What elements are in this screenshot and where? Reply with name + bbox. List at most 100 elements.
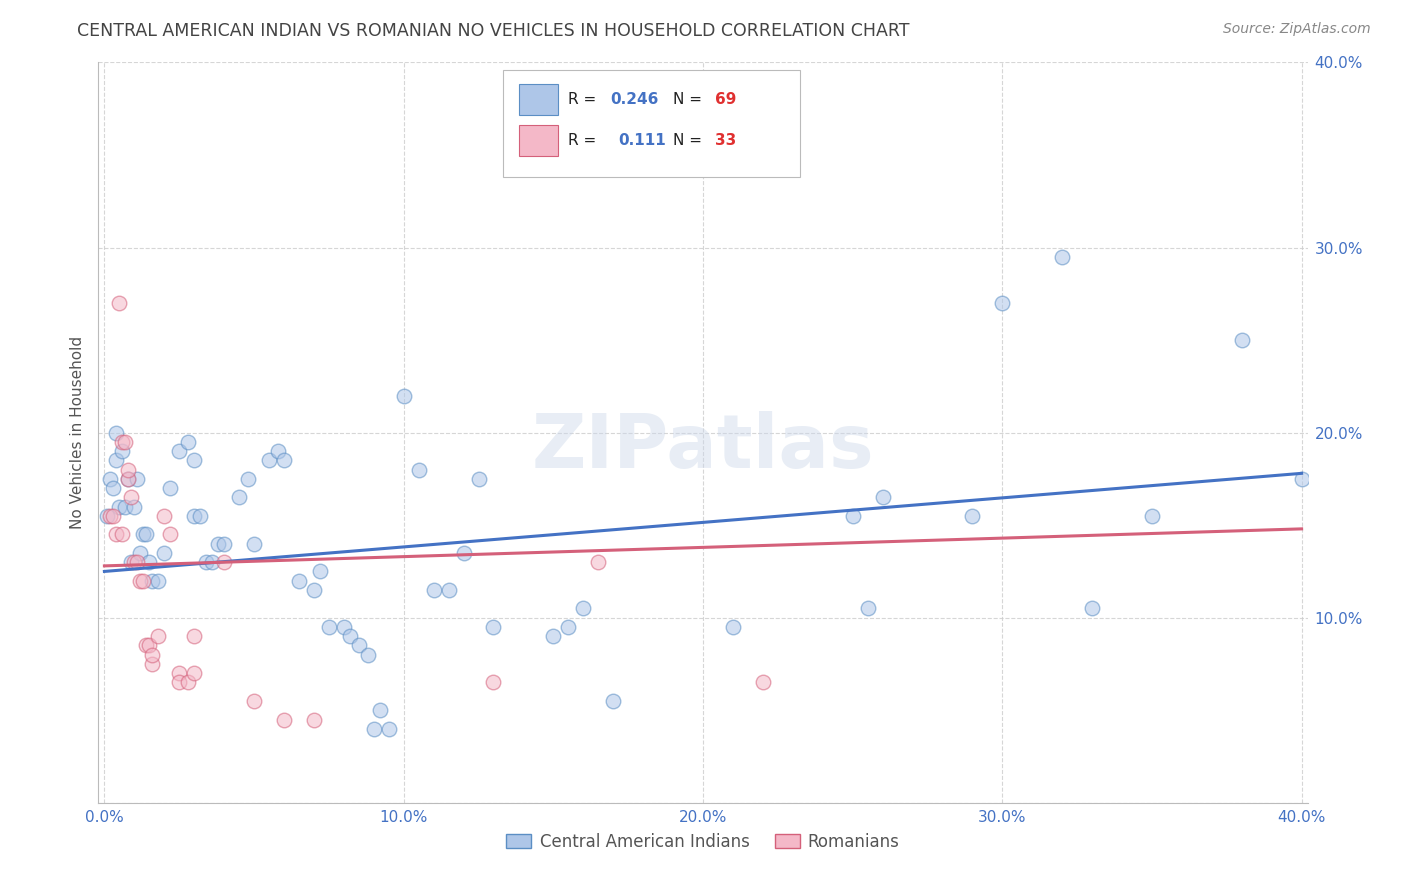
Point (273, 713, 295, 727)
Point (572, 601, 595, 615)
Point (103, 481, 125, 495)
Point (138, 555, 160, 569)
Point (141, 574, 163, 588)
Text: R =: R = (568, 133, 600, 148)
Point (111, 444, 134, 458)
Point (129, 546, 152, 560)
Point (117, 472, 139, 486)
Point (159, 481, 181, 495)
Point (111, 527, 134, 541)
Text: 0.246: 0.246 (610, 92, 658, 107)
Point (108, 500, 131, 514)
Point (103, 508, 125, 523)
Point (1140, 508, 1163, 523)
Point (302, 713, 325, 727)
Point (339, 629, 361, 643)
Point (117, 462, 139, 476)
Text: CENTRAL AMERICAN INDIAN VS ROMANIAN NO VEHICLES IN HOUSEHOLD CORRELATION CHART: CENTRAL AMERICAN INDIAN VS ROMANIAN NO V… (77, 22, 910, 40)
Point (100, 508, 122, 523)
Point (120, 555, 142, 569)
Text: N =: N = (673, 92, 707, 107)
FancyBboxPatch shape (519, 84, 558, 115)
Point (422, 582, 444, 597)
Point (347, 639, 370, 653)
Point (183, 666, 205, 681)
Point (212, 536, 235, 550)
Point (127, 472, 149, 486)
Point (148, 574, 170, 588)
Point (288, 574, 311, 588)
Point (183, 508, 205, 523)
Point (602, 694, 624, 708)
Point (1050, 250, 1073, 264)
Text: N =: N = (673, 133, 707, 148)
Point (129, 574, 152, 588)
Point (368, 703, 391, 717)
Point (467, 472, 489, 486)
Text: 0.111: 0.111 (619, 133, 666, 148)
Point (392, 388, 415, 402)
Point (207, 536, 229, 550)
Point (135, 639, 157, 653)
Point (872, 491, 894, 505)
Point (453, 546, 475, 560)
Point (1230, 333, 1253, 347)
Point (267, 444, 290, 458)
Point (721, 620, 744, 634)
Text: 33: 33 (716, 133, 737, 148)
Point (105, 453, 128, 467)
Point (138, 639, 160, 653)
Point (132, 574, 155, 588)
Point (212, 555, 235, 569)
Point (991, 296, 1014, 310)
Point (586, 555, 609, 569)
Point (543, 629, 565, 643)
Point (167, 675, 190, 690)
Point (962, 508, 984, 523)
Point (177, 434, 200, 449)
Point (236, 472, 259, 486)
Point (153, 546, 176, 560)
Point (437, 582, 460, 597)
Point (148, 629, 170, 643)
Point (167, 666, 190, 681)
Point (318, 620, 340, 634)
Point (132, 527, 155, 541)
Point (100, 472, 122, 486)
Point (96, 508, 118, 523)
Point (167, 444, 190, 458)
Text: 69: 69 (716, 92, 737, 107)
Point (124, 500, 146, 514)
Point (127, 555, 149, 569)
Point (120, 491, 142, 505)
Point (557, 620, 579, 634)
Point (1081, 601, 1104, 615)
Text: ZIPatlas: ZIPatlas (531, 411, 875, 484)
Point (141, 657, 163, 671)
Point (752, 675, 775, 690)
Point (257, 453, 280, 467)
Point (363, 722, 385, 736)
Point (177, 675, 200, 690)
Point (183, 453, 205, 467)
Point (482, 620, 505, 634)
Point (105, 425, 128, 440)
Point (108, 296, 131, 310)
Point (114, 500, 136, 514)
Point (117, 472, 139, 486)
Point (302, 582, 325, 597)
Point (1291, 472, 1313, 486)
Point (228, 491, 250, 505)
Legend: Central American Indians, Romanians: Central American Indians, Romanians (499, 826, 907, 857)
Point (243, 694, 266, 708)
FancyBboxPatch shape (519, 125, 558, 156)
Point (377, 722, 399, 736)
Point (333, 620, 356, 634)
Point (141, 648, 163, 662)
Point (159, 527, 181, 541)
Text: R =: R = (568, 92, 600, 107)
Point (135, 527, 157, 541)
Point (856, 601, 879, 615)
Point (357, 648, 380, 662)
Text: Source: ZipAtlas.com: Source: ZipAtlas.com (1223, 22, 1371, 37)
